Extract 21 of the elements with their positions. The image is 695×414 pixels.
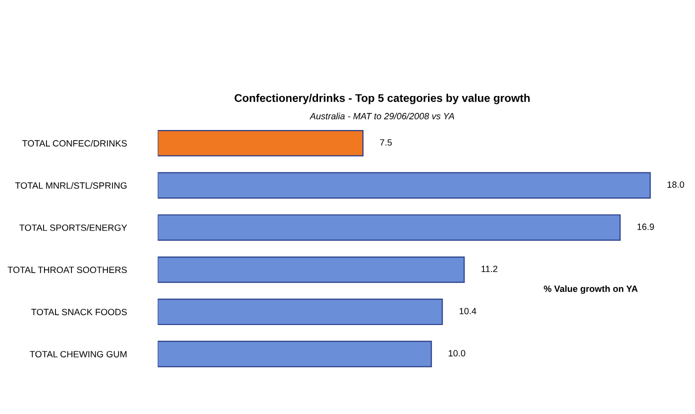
data-label: 10.0 <box>448 350 466 356</box>
y-tick-label: TOTAL CHEWING GUM <box>30 350 126 358</box>
bar <box>158 130 364 156</box>
data-label: 7.5 <box>380 139 392 146</box>
bar <box>158 340 432 368</box>
data-label: 18.0 <box>668 181 684 188</box>
chart-title: Confectionery/drinks - Top 5 categories by value growth <box>234 94 530 104</box>
y-tick-label: TOTAL SNACK FOODS <box>31 308 127 316</box>
data-label: 11.2 <box>482 266 498 272</box>
y-tick-label: TOTAL THROAT SOOTHERS <box>8 266 127 274</box>
bar <box>158 298 443 326</box>
y-tick-label: TOTAL CONFEC/DRINKS <box>22 140 127 147</box>
data-label: 10.4 <box>460 308 476 314</box>
bar <box>158 214 621 241</box>
y-tick-label: TOTAL SPORTS/ENERGY <box>19 224 128 231</box>
bar <box>158 256 465 283</box>
chart-subtitle: Australia - MAT to 29/06/2008 vs YA <box>309 112 454 120</box>
annotation: % Value growth on YA <box>544 285 638 294</box>
data-label: 16.9 <box>637 224 654 230</box>
y-tick-label: TOTAL MNRL/STL/SPRING <box>15 182 127 189</box>
bar <box>158 172 651 199</box>
